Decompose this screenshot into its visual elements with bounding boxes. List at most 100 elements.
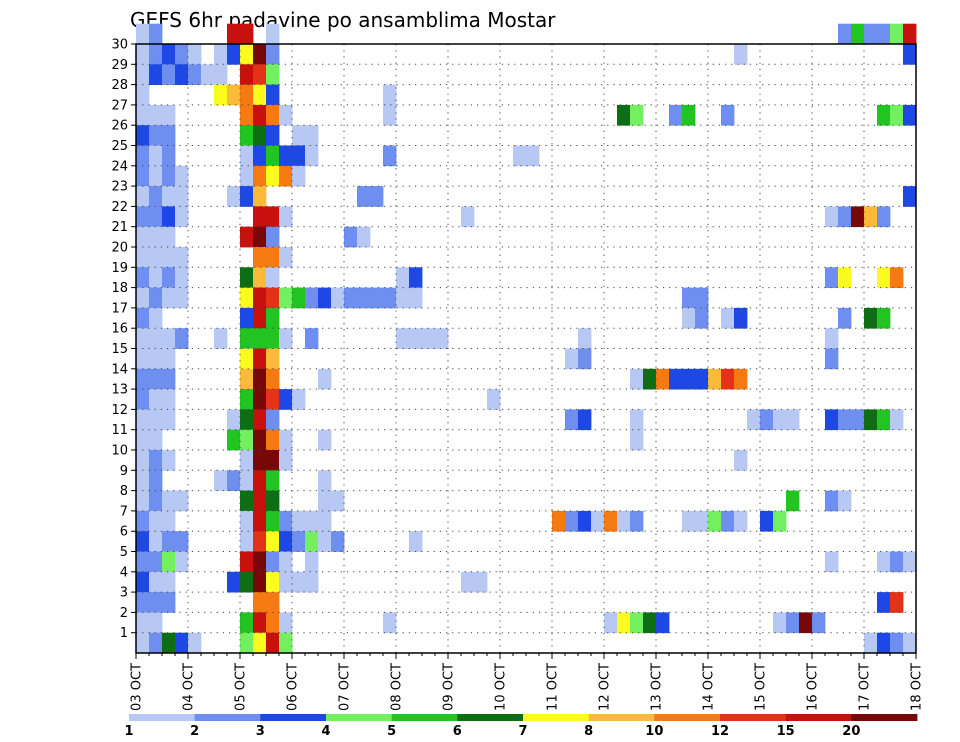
precip-cell [292,510,306,532]
precip-cell [461,206,475,228]
precip-cell [682,287,696,309]
precip-cell [721,368,735,390]
x-tick-label: 17 OCT [858,663,873,711]
precip-cell [318,429,332,451]
precip-cell [214,328,228,349]
precip-cell [149,226,163,248]
precip-cell [760,409,774,431]
precip-cell [383,104,397,126]
precip-cell [188,632,202,654]
precip-cell [877,307,891,329]
colorbar-label: 1 [124,724,133,739]
precip-cell [877,632,891,654]
precip-cell [149,328,163,349]
precip-cell [266,145,280,167]
precip-cell [617,104,631,126]
precip-cell [253,531,267,552]
precip-cell [890,551,904,573]
precip-cell [903,632,917,654]
precip-cell [825,348,839,370]
precip-cell [786,409,800,431]
precip-cell [266,23,280,45]
precip-cell [240,470,254,491]
precip-cell [136,409,150,431]
precip-cell [864,632,878,654]
precip-cell [838,490,852,512]
precip-cell [253,165,267,187]
precip-cell [253,307,267,329]
precip-cell [825,551,839,573]
precip-cell [279,287,293,309]
precip-cell [240,389,254,410]
precip-cell [188,44,202,65]
precip-cell [240,84,254,106]
precip-cell [136,145,150,167]
precip-cell [240,186,254,207]
precip-cell [279,165,293,187]
precip-cell [240,226,254,248]
precip-cell [253,186,267,207]
precip-cell [136,23,150,45]
precip-cell [565,348,579,370]
precip-cell [838,206,852,228]
precip-cell [396,287,410,309]
precip-cell [318,470,332,491]
precip-cell [175,632,189,654]
precip-cell [240,510,254,532]
precip-cell [162,389,176,410]
precip-cell [240,287,254,309]
precip-cell [305,145,319,167]
precip-cell [253,632,267,654]
precip-cell [149,510,163,532]
precip-cell [266,571,280,593]
precip-cell [149,125,163,146]
precip-cell [279,551,293,573]
precip-cell [409,267,423,288]
precip-cell [682,307,696,329]
precip-cell [383,145,397,167]
precip-cell [136,125,150,146]
precip-cell [253,389,267,410]
precip-cell [890,104,904,126]
precip-cell [240,632,254,654]
colorbar-swatch [326,714,393,721]
precip-cell [266,592,280,613]
precip-cell [266,206,280,228]
precip-cell [747,409,761,431]
precip-cell [279,531,293,552]
y-tick-label: 6 [120,525,128,540]
y-tick-label: 16 [111,322,128,337]
colorbar-swatch [194,714,261,721]
colorbar-swatch [391,714,458,721]
y-tick-label: 5 [120,545,128,560]
colorbar-swatch [851,714,918,721]
precip-cell [266,612,280,634]
precip-cell [630,409,644,431]
precip-cell [890,267,904,288]
precip-cell [136,307,150,329]
precip-cell [292,531,306,552]
precip-cell [162,267,176,288]
precip-cell [786,490,800,512]
precip-cell [253,510,267,532]
precip-cell [266,551,280,573]
precip-cell [812,612,826,634]
precip-cell [305,125,319,146]
precip-cell [253,592,267,613]
precip-cell [825,328,839,349]
precip-cell [253,145,267,167]
precip-cell [695,368,709,390]
precip-cell [409,287,423,309]
precip-cell [682,510,696,532]
precip-cell [773,409,787,431]
precip-cell [266,531,280,552]
precip-cell [292,287,306,309]
precip-cell [253,328,267,349]
y-tick-label: 4 [120,565,128,580]
precip-cell [136,206,150,228]
y-tick-label: 12 [111,403,128,418]
precip-cell [162,368,176,390]
precip-cell [591,510,605,532]
precip-cell [604,612,618,634]
